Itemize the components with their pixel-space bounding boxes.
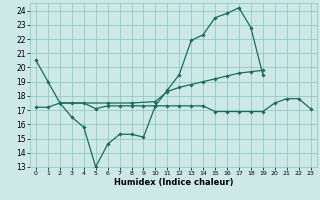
X-axis label: Humidex (Indice chaleur): Humidex (Indice chaleur)	[114, 178, 233, 187]
